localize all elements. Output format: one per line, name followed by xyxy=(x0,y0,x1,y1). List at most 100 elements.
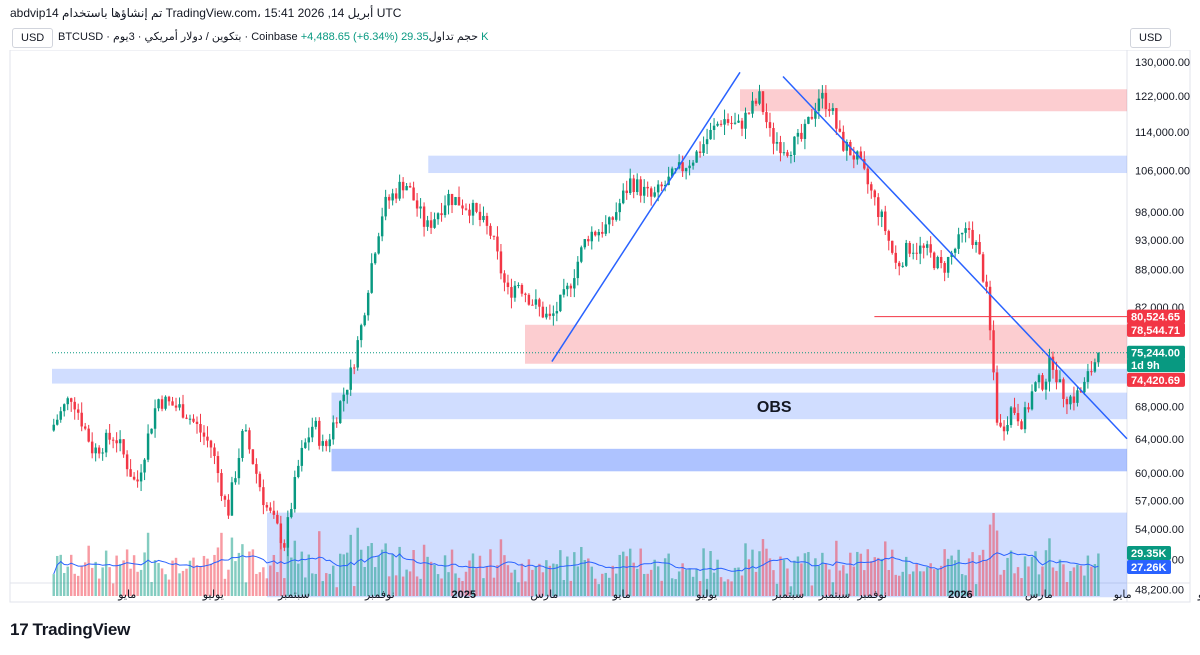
volume-bar xyxy=(608,577,611,596)
candle-body xyxy=(167,396,171,402)
candle-body xyxy=(1016,413,1020,422)
volume-last-label: 29.35K xyxy=(1131,548,1167,560)
currency-button-right[interactable]: USD xyxy=(1130,28,1172,48)
volume-bar xyxy=(1090,566,1093,596)
candle-body xyxy=(517,284,520,286)
candle-body xyxy=(314,420,318,427)
candle-body xyxy=(891,240,894,253)
candle-body xyxy=(171,401,174,406)
volume-bar xyxy=(1076,564,1079,596)
volume-bar xyxy=(967,558,971,596)
candle-body xyxy=(181,404,185,418)
candle-body xyxy=(1058,379,1062,383)
volume-bar xyxy=(373,567,377,596)
candle-body xyxy=(297,465,300,478)
x-tick-label: مايو xyxy=(612,589,631,601)
downtrend-line[interactable] xyxy=(782,75,1128,440)
volume-bar xyxy=(52,574,55,596)
candle-body xyxy=(94,447,97,454)
candle-body xyxy=(953,248,957,253)
zone-61k xyxy=(331,448,1127,472)
volume-bar xyxy=(157,563,160,596)
volume-bar xyxy=(304,577,307,596)
candle-body xyxy=(461,205,464,209)
volume-bar xyxy=(828,569,831,596)
y-tick-label: 48,200.00 xyxy=(1135,584,1184,596)
candle-body xyxy=(646,186,649,189)
currency-button-left[interactable]: USD xyxy=(12,28,54,48)
volume-bar xyxy=(545,560,548,596)
candle-body xyxy=(842,131,845,151)
volume-bar xyxy=(744,543,747,596)
volume-ma-line xyxy=(53,551,1099,575)
candle-body xyxy=(468,209,471,216)
volume-bar xyxy=(419,578,422,596)
volume-bar xyxy=(698,581,702,596)
x-tick-label: سبتمبر xyxy=(818,589,851,601)
candle-body xyxy=(251,449,255,465)
volume-bar xyxy=(555,564,559,596)
symbol-legend: BTCUSD · بتكوين / دولار أمريكي · 3يوم · … xyxy=(58,30,488,43)
price-chart[interactable]: OBS 130,000.00 122,000.00 114,000.00 106,000… xyxy=(0,50,1200,608)
candle-body xyxy=(237,457,241,479)
y-tick-label: 93,000.00 xyxy=(1135,235,1184,247)
volume-bar xyxy=(262,567,265,596)
candle-body xyxy=(125,454,129,470)
candle-body xyxy=(709,129,712,140)
candle-body xyxy=(884,211,887,232)
y-tick-label: 130,000.00 xyxy=(1135,57,1190,69)
candle-body xyxy=(443,205,447,216)
volume-bar xyxy=(559,550,562,596)
volume-bar xyxy=(527,559,531,596)
candle-body xyxy=(932,252,936,269)
candle-body xyxy=(111,439,115,441)
symbol-ticker[interactable]: BTCUSD xyxy=(58,31,104,43)
volume-bar xyxy=(737,567,740,596)
volume-bar xyxy=(405,569,408,596)
volume-bar xyxy=(503,555,506,596)
volume-bar xyxy=(842,565,845,596)
volume-bar xyxy=(646,573,649,596)
volume-bar xyxy=(1002,569,1006,596)
volume-bar xyxy=(810,585,814,596)
x-tick-label: مارس xyxy=(1025,589,1053,601)
candle-body xyxy=(262,487,265,506)
candle-body xyxy=(143,459,146,473)
candle-body xyxy=(639,179,642,196)
volume-bar xyxy=(719,577,723,596)
volume-bar xyxy=(524,581,527,596)
candle-body xyxy=(974,242,978,246)
volume-bar xyxy=(932,569,936,596)
volume-bar xyxy=(366,546,370,596)
candle-body xyxy=(1006,425,1009,432)
candle-body xyxy=(978,242,981,255)
candle-body xyxy=(758,91,761,104)
volume-bar xyxy=(426,556,429,596)
volume-bar xyxy=(821,552,824,596)
y-tick-label: 106,000.00 xyxy=(1135,166,1190,178)
volume-bar xyxy=(628,548,632,596)
volume-bar xyxy=(573,552,576,596)
candle-body xyxy=(929,244,932,253)
volume-bar xyxy=(618,554,621,596)
candle-body xyxy=(800,132,803,139)
tradingview-logo[interactable]: 17 TradingView xyxy=(10,620,130,640)
volume-bar xyxy=(995,530,999,596)
volume-bar xyxy=(656,566,660,596)
volume-bar xyxy=(988,524,992,596)
candle-body xyxy=(199,424,202,433)
candle-body xyxy=(76,409,80,413)
volume-bar xyxy=(352,586,356,596)
candle-body xyxy=(761,91,765,113)
volume-bar xyxy=(213,554,216,596)
y-tick-label: 64,000.00 xyxy=(1135,434,1184,446)
uptrend-line[interactable] xyxy=(551,71,741,362)
candle-body xyxy=(649,188,653,197)
volume-bar xyxy=(178,573,181,596)
volume-bar xyxy=(363,566,366,596)
volume-bar xyxy=(566,556,569,596)
volume-bar xyxy=(670,578,674,596)
price-tag-label: 1d 9h xyxy=(1131,360,1160,372)
candle-body xyxy=(821,92,824,99)
volume-bar xyxy=(779,556,782,596)
